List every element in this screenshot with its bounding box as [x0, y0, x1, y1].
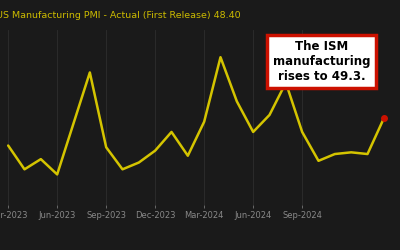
Text: The ISM
manufacturing
rises to 49.3.: The ISM manufacturing rises to 49.3. — [273, 40, 370, 83]
Text: US Manufacturing PMI - Actual (First Release) 48.40: US Manufacturing PMI - Actual (First Rel… — [0, 10, 241, 20]
